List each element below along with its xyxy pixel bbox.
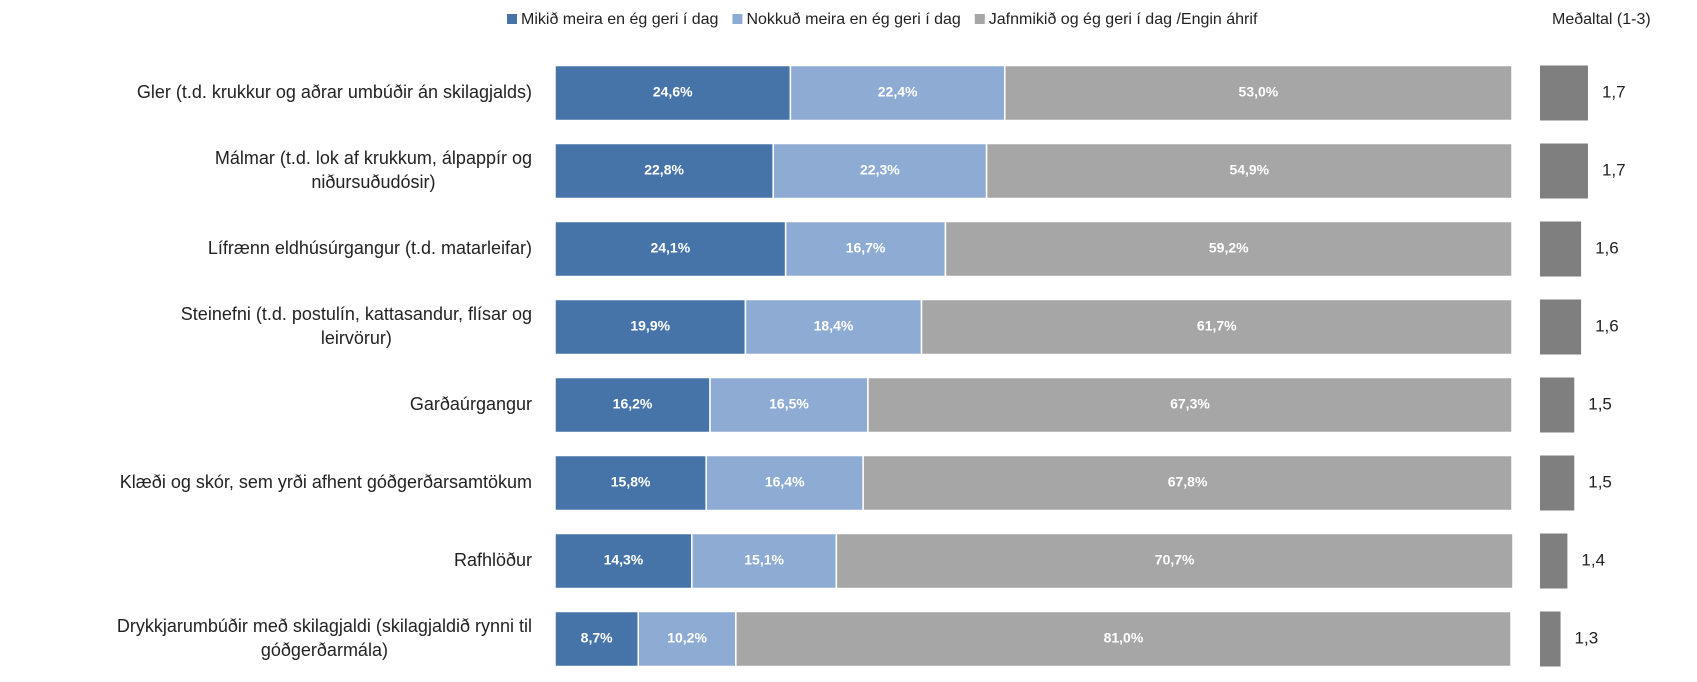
bar-value-label: 18,4% [814, 318, 854, 334]
mean-bar [1540, 455, 1575, 511]
bar-value-label: 10,2% [667, 630, 707, 646]
bar-value-label: 22,4% [878, 84, 918, 100]
legend-swatch [507, 14, 517, 24]
bar-value-label: 15,1% [744, 552, 784, 568]
mean-value-label: 1,5 [1588, 394, 1612, 413]
mean-value-label: 1,5 [1588, 472, 1612, 491]
bar-value-label: 59,2% [1209, 240, 1249, 256]
mean-bar [1540, 377, 1575, 433]
bar-segment [867, 376, 1513, 434]
bar-value-label: 14,3% [604, 552, 644, 568]
legend-swatch [732, 14, 743, 24]
bar-segment [554, 220, 787, 278]
bar-segment [691, 532, 838, 590]
bar-segment [637, 610, 737, 668]
bar-value-label: 22,8% [644, 162, 684, 178]
bar-segment [985, 142, 1513, 200]
legend-label: Mikið meira en ég geri í dag [521, 11, 718, 28]
category-label: Lífrænn eldhúsúrgangur (t.d. matarleifar… [208, 238, 532, 258]
bar-value-label: 16,5% [769, 396, 809, 412]
bar-value-label: 8,7% [581, 630, 613, 646]
bar-segment [835, 532, 1514, 590]
bar-segment [709, 376, 869, 434]
bar-value-label: 70,7% [1155, 552, 1195, 568]
bar-value-label: 67,3% [1170, 396, 1210, 412]
mean-bar [1540, 65, 1588, 121]
bar-value-label: 16,7% [846, 240, 886, 256]
bar-value-label: 19,9% [630, 318, 670, 334]
bar-value-label: 61,7% [1197, 318, 1237, 334]
bar-segment [920, 298, 1513, 356]
mean-bar [1540, 221, 1582, 277]
mean-value-label: 1,7 [1602, 82, 1626, 101]
mean-value-label: 1,6 [1595, 316, 1619, 335]
category-label: Drykkjarumbúðir með skilagjaldi (skilagj… [117, 616, 532, 660]
legend-label: Jafnmikið og ég geri í dag /Engin áhrif [989, 11, 1258, 28]
category-label: Steinefni (t.d. postulín, kattasandur, f… [181, 304, 532, 348]
bar-segment [1004, 64, 1513, 122]
bar-segment [944, 220, 1513, 278]
mean-bar [1540, 143, 1588, 199]
bar-segment [862, 454, 1513, 512]
bar-value-label: 16,4% [765, 474, 805, 490]
mean-value-label: 1,7 [1602, 160, 1626, 179]
mean-value-label: 1,4 [1581, 550, 1605, 569]
category-label: Gler (t.d. krukkur og aðrar umbúðir án s… [137, 82, 532, 102]
bar-segment [554, 454, 707, 512]
mean-header: Meðaltal (1-3) [1552, 11, 1651, 28]
bar-segment [554, 532, 693, 590]
bar-value-label: 81,0% [1104, 630, 1144, 646]
bar-value-label: 67,8% [1168, 474, 1208, 490]
mean-value-label: 1,6 [1595, 238, 1619, 257]
bar-segment [554, 376, 711, 434]
bar-segment [789, 64, 1006, 122]
bar-value-label: 16,2% [613, 396, 653, 412]
legend-label: Nokkuð meira en ég geri í dag [746, 11, 960, 28]
bar-value-label: 15,8% [611, 474, 651, 490]
bar-segment [554, 64, 792, 122]
bar-segment [554, 610, 640, 668]
bar-segment [705, 454, 864, 512]
bar-value-label: 24,1% [650, 240, 690, 256]
bar-segment [784, 220, 947, 278]
bar-value-label: 53,0% [1239, 84, 1279, 100]
mean-bar [1540, 299, 1582, 355]
bar-value-label: 54,9% [1229, 162, 1269, 178]
mean-bar [1540, 533, 1568, 589]
legend-swatch [974, 14, 985, 24]
bar-value-label: 24,6% [653, 84, 693, 100]
category-label: Garðaúrgangur [410, 394, 532, 414]
category-label: Klæði og skór, sem yrði afhent góðgerðar… [120, 472, 532, 492]
category-label: Málmar (t.d. lok af krukkum, álpappír og… [215, 148, 532, 192]
mean-value-label: 1,3 [1575, 628, 1599, 647]
bar-segment [772, 142, 988, 200]
bar-value-label: 22,3% [860, 162, 900, 178]
mean-bar [1540, 611, 1561, 667]
bar-segment [735, 610, 1512, 668]
category-label: Rafhlöður [454, 550, 532, 570]
bar-segment [554, 298, 747, 356]
